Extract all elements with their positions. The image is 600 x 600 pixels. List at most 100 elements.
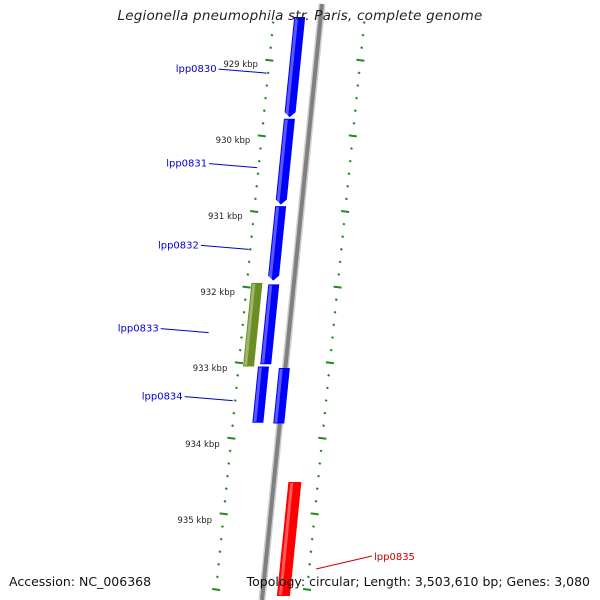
outer-tick (331, 336, 334, 339)
outer-tick (318, 462, 322, 465)
outer-tick (314, 499, 318, 503)
outer-tick (339, 247, 343, 251)
gene-label-lpp0831[interactable]: lpp0831 (166, 159, 207, 170)
gene-highlight (279, 483, 294, 595)
label-leader (218, 68, 267, 74)
outer-tick (357, 71, 361, 75)
gene-lpp0830[interactable] (284, 17, 306, 118)
topology-text: Topology: circular; Length: 3,503,610 bp… (246, 574, 590, 589)
gene-label-lpp0834[interactable]: lpp0834 (142, 392, 183, 403)
scale-label: 933 kbp (193, 364, 228, 374)
scale-ticks: 929 kbp 930 kbp 931 kbp 932 kbp 933 kbp 934 k… (177, 21, 366, 591)
label-leader (200, 244, 249, 250)
inner-tick (211, 588, 221, 591)
outer-tick (350, 147, 353, 150)
outer-tick (355, 96, 359, 100)
inner-tick (228, 449, 232, 453)
outer-tick (348, 159, 352, 163)
gene-highlight (268, 207, 280, 280)
inner-tick (219, 512, 228, 516)
gene-lpp0833b[interactable] (260, 284, 280, 365)
inner-tick (227, 462, 231, 465)
inner-tick (257, 134, 266, 138)
inner-tick (215, 575, 219, 579)
label-leader (184, 396, 233, 402)
inner-tick (242, 310, 246, 314)
gene-lpp0834b[interactable] (273, 368, 290, 424)
inner-tick (233, 399, 237, 402)
inner-tick (236, 373, 240, 377)
inner-tick (243, 298, 247, 302)
inner-tick (265, 84, 269, 87)
inner-tick (255, 184, 259, 188)
outer-tick (312, 525, 315, 528)
outer-tick (319, 449, 323, 453)
inner-tick (262, 109, 266, 113)
inner-tick (219, 537, 223, 541)
inner-tick (270, 33, 274, 37)
scale-label: 930 kbp (216, 136, 251, 146)
feature-labels: lpp0830 lpp0831 lpp0832 lpp0833 lpp0834 lpp08… (118, 64, 415, 570)
gene-lpp0832[interactable] (268, 206, 287, 281)
outer-tick (337, 273, 341, 276)
inner-tick (259, 147, 262, 150)
gene-lpp0834[interactable] (252, 366, 270, 423)
inner-tick (241, 323, 245, 327)
outer-tick (334, 298, 338, 302)
gene-label-lpp0833[interactable]: lpp0833 (118, 324, 159, 335)
outer-tick (360, 46, 364, 50)
label-leader (209, 163, 258, 169)
inner-tick (240, 336, 243, 339)
outer-tick (317, 474, 320, 478)
gene-lpp0835[interactable] (276, 482, 302, 596)
gene-highlight (274, 369, 283, 423)
outer-tick (346, 184, 350, 188)
inner-tick (250, 210, 259, 213)
inner-tick (257, 159, 261, 163)
inner-tick (253, 197, 257, 201)
outer-tick (342, 222, 346, 226)
outer-tick (352, 121, 356, 125)
gene-highlight (253, 367, 262, 422)
inner-tick (242, 285, 251, 289)
inner-tick (227, 436, 236, 440)
inner-tick (265, 58, 274, 62)
inner-tick (247, 260, 251, 264)
inner-tick (223, 499, 227, 503)
gene-highlight (285, 18, 299, 117)
outer-tick (310, 512, 319, 516)
inner-tick (231, 424, 235, 428)
gene-highlight (244, 283, 256, 366)
outer-tick (353, 109, 357, 113)
inner-tick (248, 247, 252, 251)
outer-tick (347, 172, 351, 176)
gene-label-lpp0832[interactable]: lpp0832 (158, 240, 199, 251)
outer-tick (341, 235, 345, 239)
outer-tick (325, 386, 329, 390)
inner-tick (226, 474, 229, 478)
inner-tick (234, 386, 238, 390)
outer-tick (348, 134, 357, 138)
inner-tick (218, 550, 222, 554)
gene-highlight (276, 119, 288, 204)
gene-lpp0831[interactable] (275, 118, 295, 205)
inner-tick (251, 222, 255, 226)
inner-tick (224, 487, 228, 491)
outer-tick (318, 436, 327, 440)
outer-tick (302, 588, 312, 591)
gene-label-lpp0835[interactable]: lpp0835 (374, 552, 415, 563)
outer-tick (344, 197, 348, 201)
gene-lpp0833[interactable] (243, 282, 263, 367)
inner-tick (232, 411, 236, 415)
outer-tick (323, 411, 327, 415)
label-leader (160, 328, 209, 334)
outer-tick (356, 58, 365, 62)
outer-tick (329, 348, 333, 352)
inner-tick (261, 121, 265, 125)
backbone-line (260, 3, 324, 600)
scale-label: 935 kbp (177, 516, 212, 526)
scale-label: 929 kbp (223, 60, 258, 70)
gene-label-lpp0830[interactable]: lpp0830 (176, 64, 217, 75)
outer-tick (327, 373, 331, 377)
